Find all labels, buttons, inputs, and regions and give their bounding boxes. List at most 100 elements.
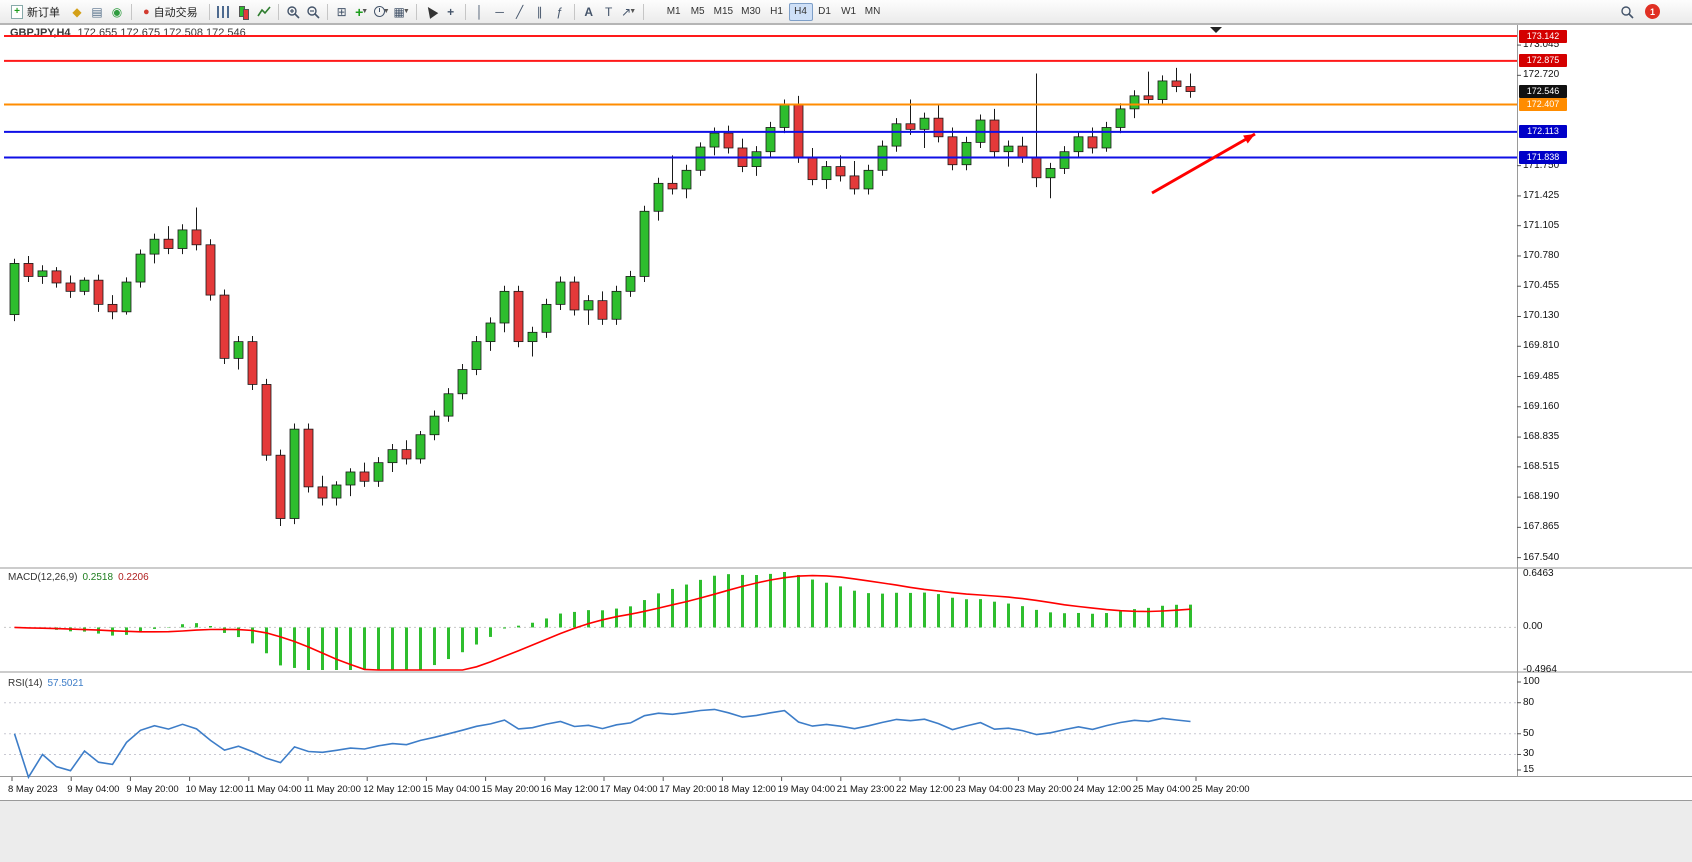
candle bbox=[247, 336, 258, 391]
candle bbox=[65, 275, 76, 298]
chart-shift-marker[interactable] bbox=[1210, 27, 1222, 33]
candle bbox=[443, 388, 454, 422]
zoom-in-icon[interactable] bbox=[283, 2, 303, 22]
candle bbox=[345, 468, 356, 497]
crosshair-icon[interactable]: + bbox=[447, 4, 455, 19]
candle bbox=[387, 444, 398, 472]
candle bbox=[681, 164, 692, 199]
candle bbox=[471, 336, 482, 376]
candle bbox=[233, 336, 244, 370]
horizontal-line-icon[interactable]: ─ bbox=[495, 4, 504, 19]
candle bbox=[695, 142, 706, 176]
toolbar-separator bbox=[573, 3, 575, 20]
new-order-label: 新订单 bbox=[27, 6, 60, 19]
line-chart-icon[interactable] bbox=[254, 2, 274, 22]
candle bbox=[457, 363, 468, 400]
toolbar-separator bbox=[642, 3, 644, 20]
new-order-button[interactable]: + 新订单 bbox=[4, 2, 67, 22]
auto-trading-button[interactable]: ● 自动交易 bbox=[136, 2, 205, 22]
timeframe-w1-button[interactable]: W1 bbox=[837, 3, 861, 21]
trendline-icon[interactable]: ╱ bbox=[516, 4, 524, 19]
timeframe-m15-button[interactable]: M15 bbox=[710, 3, 737, 21]
candle bbox=[499, 285, 510, 333]
toolbar-separator bbox=[415, 3, 417, 20]
timeframe-m30-button[interactable]: M30 bbox=[737, 3, 764, 21]
chevron-down-icon: ▼ bbox=[629, 8, 637, 15]
candle bbox=[191, 207, 202, 251]
candle bbox=[1143, 71, 1154, 106]
candle bbox=[863, 164, 874, 195]
candle bbox=[555, 276, 566, 310]
candle bbox=[989, 108, 1000, 158]
candle bbox=[1115, 103, 1126, 134]
timeframe-m5-button[interactable]: M5 bbox=[686, 3, 710, 21]
candle bbox=[1017, 136, 1028, 163]
candle bbox=[667, 155, 678, 195]
notification-badge[interactable]: 1 bbox=[1645, 4, 1660, 19]
fibonacci-icon[interactable]: ƒ bbox=[556, 4, 563, 19]
timeframe-h1-button[interactable]: H1 bbox=[765, 3, 789, 21]
periods-icon[interactable]: ▼ bbox=[372, 2, 392, 22]
toolbar-separator bbox=[326, 3, 328, 20]
candle bbox=[373, 457, 384, 487]
candle bbox=[653, 177, 664, 221]
candle bbox=[1031, 73, 1042, 188]
toolbar-separator bbox=[464, 3, 466, 20]
candle bbox=[135, 249, 146, 288]
print-icon[interactable]: ▤ bbox=[91, 4, 103, 19]
rsi-value: 57.5021 bbox=[47, 678, 84, 689]
profiles-icon[interactable]: ◆ bbox=[72, 4, 82, 19]
trend-arrow-annotation[interactable] bbox=[1151, 132, 1256, 195]
candle bbox=[219, 289, 230, 364]
timeframe-m1-button[interactable]: M1 bbox=[662, 3, 686, 21]
candle bbox=[415, 431, 426, 464]
search-icon[interactable] bbox=[1617, 2, 1637, 22]
channel-icon[interactable]: ∥ bbox=[536, 4, 543, 19]
candle bbox=[485, 317, 496, 351]
tile-windows-icon[interactable]: ⊞ bbox=[336, 4, 347, 19]
candle bbox=[205, 239, 216, 301]
rsi-line bbox=[13, 708, 1191, 780]
timeframe-h4-button[interactable]: H4 bbox=[788, 2, 813, 21]
toolbar-separator bbox=[208, 3, 210, 20]
candle bbox=[1003, 140, 1014, 167]
label-icon[interactable]: T bbox=[604, 4, 613, 19]
templates-icon[interactable]: ▦ ▼ bbox=[393, 4, 410, 19]
candle bbox=[107, 295, 118, 320]
candle bbox=[163, 226, 174, 255]
macd-main-value: 0.2518 bbox=[82, 572, 114, 583]
cursor-icon[interactable] bbox=[421, 2, 441, 22]
candle bbox=[933, 105, 944, 143]
candle bbox=[765, 121, 776, 158]
candle bbox=[611, 285, 622, 325]
candle bbox=[275, 449, 286, 526]
candle bbox=[1171, 67, 1182, 93]
candle bbox=[429, 410, 440, 441]
macd-indicator-label: MACD(12,26,9) 0.2518 0.2206 bbox=[8, 572, 149, 583]
candle bbox=[821, 161, 832, 189]
rsi-indicator-label: RSI(14) 57.5021 bbox=[8, 678, 84, 689]
timeframe-mn-button[interactable]: MN bbox=[861, 3, 885, 21]
candle bbox=[583, 295, 594, 325]
arrows-icon[interactable]: ↗ ▼ bbox=[621, 4, 637, 19]
candle bbox=[23, 255, 34, 283]
community-icon[interactable]: ◉ bbox=[111, 4, 123, 19]
candle bbox=[1157, 75, 1168, 106]
candle bbox=[513, 285, 524, 348]
text-icon[interactable]: A bbox=[584, 4, 593, 19]
candlesticks bbox=[9, 67, 1196, 526]
chevron-down-icon: ▼ bbox=[382, 8, 390, 15]
bar-chart-icon[interactable] bbox=[214, 2, 234, 22]
vertical-line-icon[interactable]: │ bbox=[475, 4, 484, 19]
macd-signal-line bbox=[14, 574, 1191, 671]
timeframe-d1-button[interactable]: D1 bbox=[813, 3, 837, 21]
timeframe-toolbar: M1 M5 M15 M30 H1 H4 D1 W1 MN bbox=[662, 2, 885, 21]
candle bbox=[121, 277, 132, 315]
candle bbox=[835, 155, 846, 182]
indicators-icon[interactable]: + ▼ bbox=[355, 3, 369, 20]
candle bbox=[947, 127, 958, 171]
candlestick-chart-icon[interactable] bbox=[234, 2, 254, 22]
zoom-out-icon[interactable] bbox=[303, 2, 323, 22]
candle bbox=[37, 265, 48, 284]
